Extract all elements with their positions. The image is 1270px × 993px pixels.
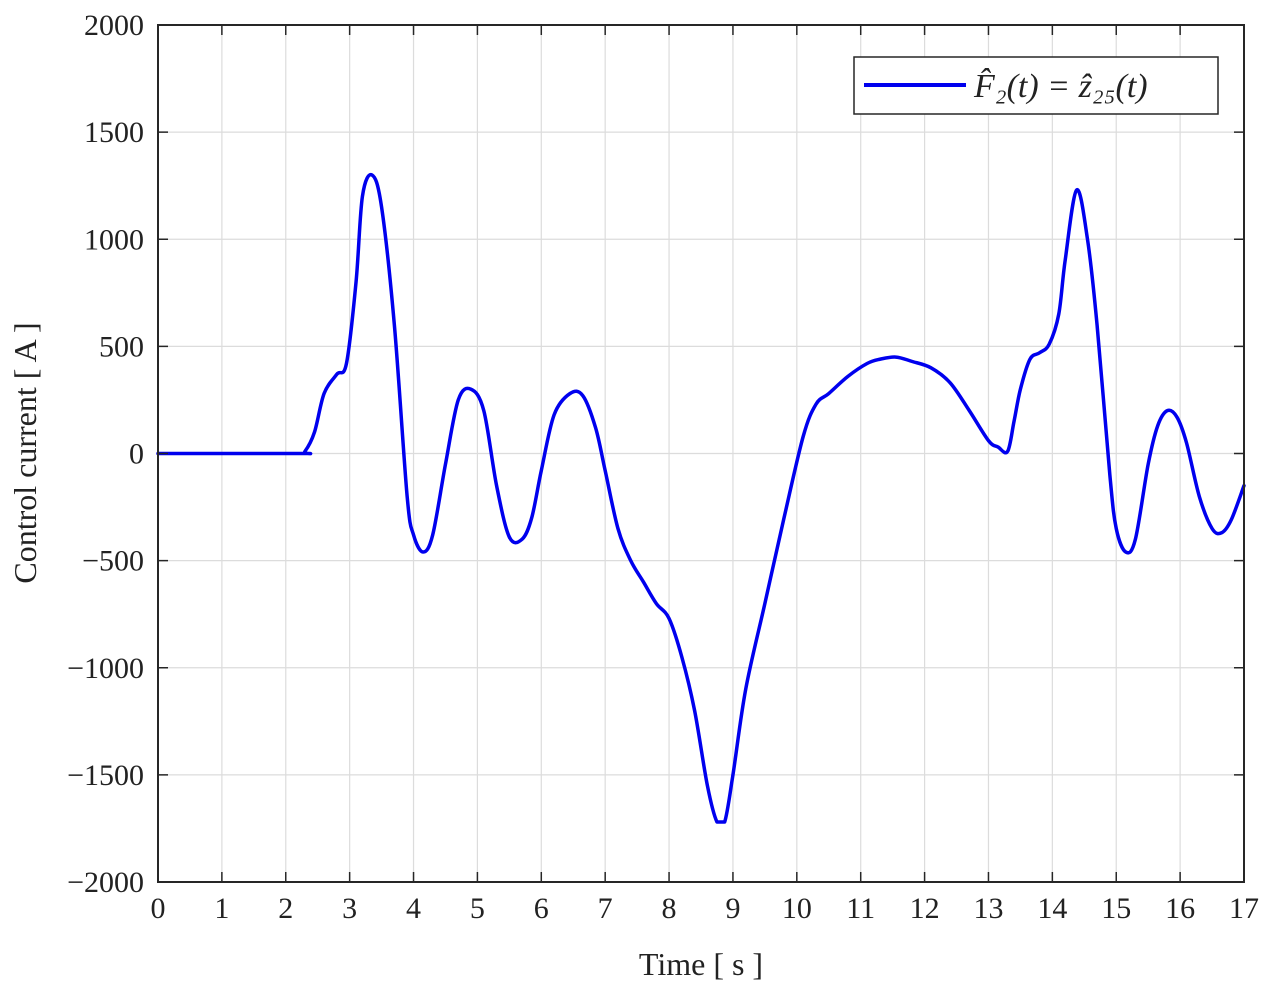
y-tick-label: −500 [82,545,144,578]
x-tick-label: 11 [846,892,875,925]
y-tick-label: 500 [99,330,144,363]
x-tick-label: 8 [662,892,677,925]
x-tick-label: 2 [278,892,293,925]
series-line [156,172,1246,824]
x-tick-label: 15 [1101,892,1131,925]
x-tick-label: 13 [973,892,1003,925]
x-tick-label: 9 [725,892,740,925]
legend-label: F̂₂(t) = ẑ₂₅(t) [973,67,1148,105]
x-tick-label: 6 [534,892,549,925]
y-tick-label: −2000 [67,866,144,899]
y-tick-label: 2000 [84,9,144,42]
x-tick-label: 12 [910,892,940,925]
x-tick-label: 4 [406,892,421,925]
y-tick-label: −1500 [67,759,144,792]
y-tick-label: 1000 [84,223,144,256]
x-tick-label: 3 [342,892,357,925]
x-tick-label: 10 [782,892,812,925]
legend: F̂₂(t) = ẑ₂₅(t) [853,56,1219,115]
y-tick-label: −1000 [67,652,144,685]
x-tick-label: 1 [214,892,229,925]
axis-ticks [157,24,1245,883]
x-tick-label: 0 [151,892,166,925]
series-layer [156,172,1246,824]
y-tick-label: 0 [129,438,144,471]
x-tick-label: 14 [1037,892,1067,925]
x-tick-label: 16 [1165,892,1195,925]
y-axis-label: Control current [ A ] [7,322,43,583]
y-tick-label: 1500 [84,116,144,149]
x-axis-label: Time [ s ] [639,946,763,982]
tick-labels: 0 1 2 3 4 5 6 7 8 9 10 11 12 13 14 15 16 17−2000−1500−100… [67,9,1259,925]
x-tick-label: 5 [470,892,485,925]
x-tick-label: 17 [1229,892,1259,925]
x-tick-label: 7 [598,892,613,925]
